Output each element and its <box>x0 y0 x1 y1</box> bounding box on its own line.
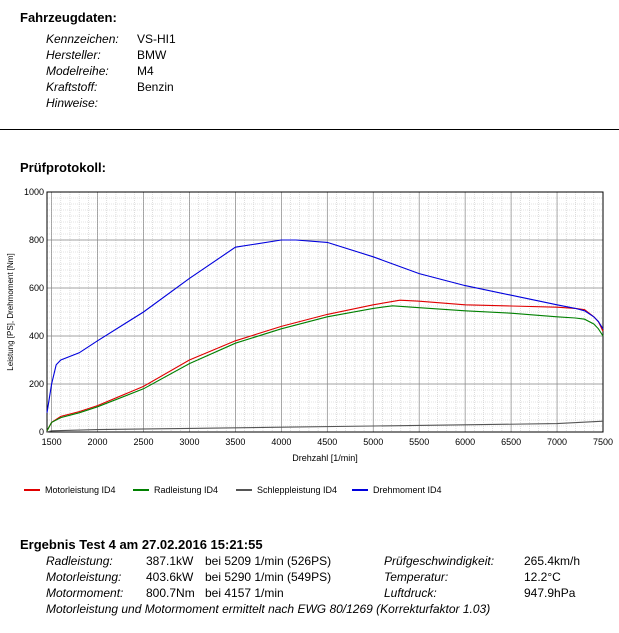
result-rpm-motorleistung: bei 5290 1/min (549PS) <box>205 570 332 584</box>
series-line-drehmoment-id4 <box>46 239 604 413</box>
legend-swatch-motorleistung <box>24 489 40 491</box>
result-rpm-motormoment: bei 4157 1/min <box>205 586 284 600</box>
y-tick-label: 400 <box>29 331 44 341</box>
legend-label-radleistung: Radleistung ID4 <box>154 485 219 495</box>
value-modelreihe: M4 <box>137 64 154 78</box>
x-tick-label: 4500 <box>317 437 337 447</box>
series-line-radleistung-id4 <box>46 305 604 432</box>
y-tick-label: 200 <box>29 379 44 389</box>
section-divider <box>0 129 619 130</box>
x-axis-label: Drehzahl [1/min] <box>292 453 358 463</box>
y-axis-label: Leistung [PS], Drehmoment [Nm] <box>6 253 15 370</box>
label-hersteller: Hersteller: <box>46 48 101 62</box>
value-kennzeichen: VS-HI1 <box>137 32 176 46</box>
protocol-heading: Prüfprotokoll: <box>20 160 106 175</box>
x-tick-label: 5000 <box>363 437 383 447</box>
label-hinweise: Hinweise: <box>46 96 99 110</box>
result-label-radleistung: Radleistung: <box>46 554 113 568</box>
label-modelreihe: Modelreihe: <box>46 64 109 78</box>
y-tick-label: 600 <box>29 283 44 293</box>
series-line-schleppleistung-id4 <box>46 420 604 433</box>
x-tick-label: 7000 <box>547 437 567 447</box>
value-hersteller: BMW <box>137 48 167 62</box>
x-tick-label: 3500 <box>225 437 245 447</box>
result-value-temperatur: 12.2°C <box>524 570 561 584</box>
legend-item-schleppleistung: Schleppleistung ID4 <box>236 485 337 495</box>
result-value-pruefgeschwindigkeit: 265.4km/h <box>524 554 581 568</box>
y-tick-label: 800 <box>29 235 44 245</box>
legend-swatch-schleppleistung <box>236 489 252 491</box>
value-kraftstoff: Benzin <box>137 80 174 94</box>
x-tick-label: 2500 <box>133 437 153 447</box>
x-tick-label: 3000 <box>179 437 199 447</box>
result-value-motorleistung: 403.6kW <box>146 570 194 584</box>
result-heading: Ergebnis Test 4 am 27.02.2016 15:21:55 <box>20 537 263 552</box>
label-kraftstoff: Kraftstoff: <box>46 80 98 94</box>
plot-frame <box>46 191 604 433</box>
legend-label-schleppleistung: Schleppleistung ID4 <box>257 485 338 495</box>
x-tick-label: 2000 <box>88 437 108 447</box>
x-tick-label: 7500 <box>593 437 613 447</box>
x-tick-label: 1500 <box>42 437 62 447</box>
legend-label-motorleistung: Motorleistung ID4 <box>45 485 116 495</box>
legend-item-drehmoment: Drehmoment ID4 <box>352 485 442 495</box>
dyno-chart: 1500 2000 2500 3000 3500 4000 4500 5000 5500 6000… <box>6 187 613 463</box>
series-line-motorleistung-id4 <box>46 299 604 432</box>
legend-swatch-drehmoment <box>352 489 368 491</box>
result-rpm-radleistung: bei 5209 1/min (526PS) <box>205 554 332 568</box>
legend-item-radleistung: Radleistung ID4 <box>133 485 218 495</box>
legend-item-motorleistung: Motorleistung ID4 <box>24 485 116 495</box>
y-tick-label: 0 <box>39 427 44 437</box>
result-value-motormoment: 800.7Nm <box>146 586 195 600</box>
vehicle-heading: Fahrzeugdaten: <box>20 10 117 25</box>
result-label-temperatur: Temperatur: <box>384 570 449 584</box>
result-value-radleistung: 387.1kW <box>146 554 194 568</box>
y-tick-label: 1000 <box>24 187 44 197</box>
legend-label-drehmoment: Drehmoment ID4 <box>373 485 442 495</box>
result-note: Motorleistung und Motormoment ermittelt … <box>46 602 491 616</box>
result-label-motormoment: Motormoment: <box>46 586 124 600</box>
result-label-pruefgeschwindigkeit: Prüfgeschwindigkeit: <box>384 554 495 568</box>
x-tick-label: 4000 <box>271 437 291 447</box>
result-label-motorleistung: Motorleistung: <box>46 570 122 584</box>
label-kennzeichen: Kennzeichen: <box>46 32 119 46</box>
x-tick-label: 5500 <box>409 437 429 447</box>
result-label-luftdruck: Luftdruck: <box>384 586 437 600</box>
x-tick-label: 6500 <box>501 437 521 447</box>
result-value-luftdruck: 947.9hPa <box>524 586 576 600</box>
x-tick-label: 6000 <box>455 437 475 447</box>
legend-swatch-radleistung <box>133 489 149 491</box>
